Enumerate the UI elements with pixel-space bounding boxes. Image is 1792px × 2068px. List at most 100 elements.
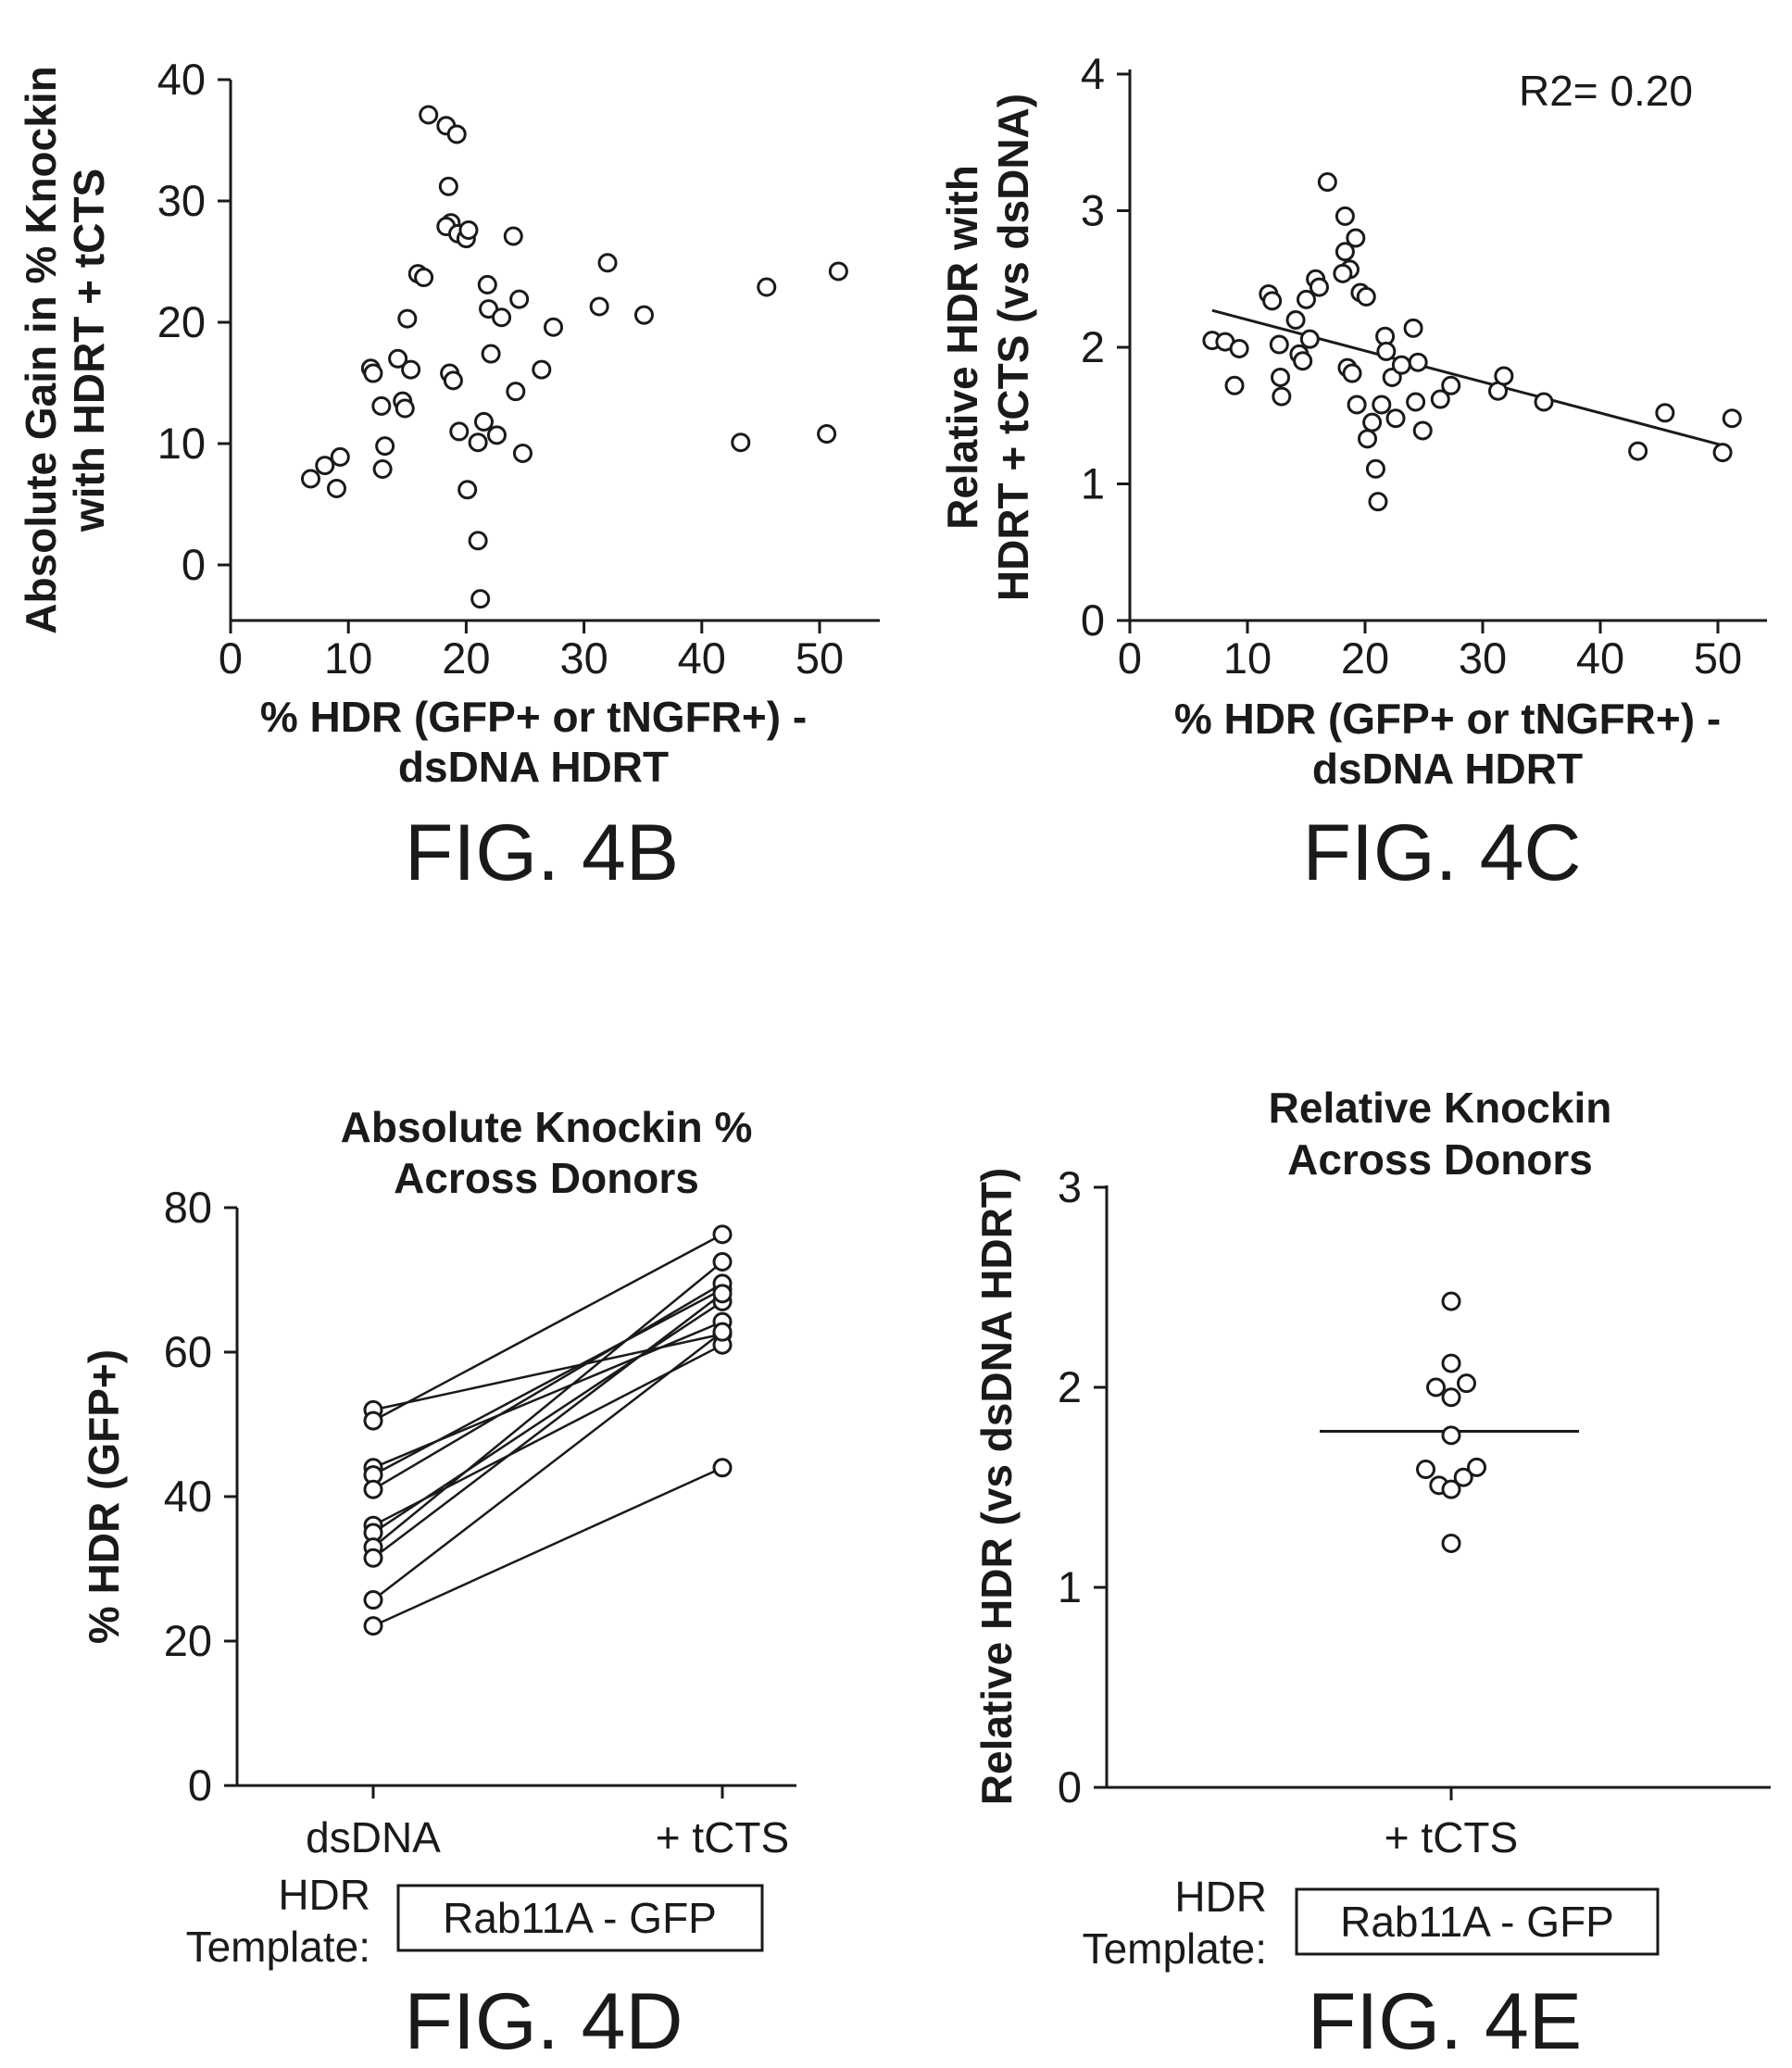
y-tick-label-4d: 60	[164, 1327, 212, 1376]
data-point-4b	[414, 268, 434, 288]
data-point-4c	[1372, 395, 1392, 415]
data-point-4c	[1385, 408, 1406, 429]
donor-lines-4d	[372, 1233, 723, 1627]
points-4d	[363, 1224, 733, 1636]
data-point-4c	[1333, 263, 1353, 283]
data-point-4d-tcts	[712, 1224, 733, 1245]
y-tick-label-4c: 3	[1081, 186, 1105, 235]
data-point-4d-tcts	[712, 1284, 733, 1304]
data-point-4b	[828, 261, 848, 282]
ticks-4e: 0 1 2 3	[1058, 1162, 1453, 1811]
data-point-4e	[1441, 1291, 1461, 1311]
data-point-4c	[1406, 392, 1426, 412]
y-axis-label-4b-line1: Absolute Gain in % Knockin	[17, 66, 65, 633]
y-tick-label-4c: 4	[1081, 49, 1105, 98]
data-point-4b	[300, 469, 320, 489]
data-point-4b	[446, 124, 467, 144]
data-point-4c	[1346, 228, 1366, 248]
data-point-4e	[1441, 1425, 1461, 1446]
data-point-4c	[1412, 420, 1433, 441]
data-point-4b	[633, 305, 654, 325]
chart-fig-4e: Relative Knockin Across Donors 0 1 2 3 Rela…	[972, 1084, 1771, 2066]
data-point-4b	[492, 307, 512, 328]
points-4c	[1202, 172, 1742, 512]
data-point-4c	[1403, 318, 1423, 338]
data-point-4c	[1272, 386, 1292, 407]
hdr-template-label-4d-line1: HDR	[278, 1871, 370, 1919]
x-tick-label-4c: 50	[1694, 633, 1742, 683]
regression-line-4c	[1211, 308, 1724, 447]
x-tick-label-4b: 20	[442, 633, 490, 683]
y-tick-label-4d: 20	[164, 1616, 212, 1665]
data-point-4b	[503, 226, 523, 246]
data-point-4c	[1285, 310, 1306, 330]
template-box-label-4e: Rab11A - GFP	[1340, 1898, 1614, 1946]
data-point-4b	[470, 589, 491, 609]
chart-title-4d-line2: Across Donors	[394, 1154, 699, 1202]
data-point-4c	[1229, 338, 1249, 358]
data-point-4c	[1297, 289, 1316, 309]
figure-label-4e: FIG. 4E	[1308, 1977, 1582, 2066]
data-point-4b	[326, 478, 346, 498]
hdr-template-label-4e-line1: HDR	[1174, 1873, 1267, 1921]
donor-line-4d	[372, 1233, 723, 1423]
ticks-4b: 0 10 20 30 40 50 0 10 20 30 40	[157, 55, 844, 683]
data-point-4c	[1347, 395, 1367, 415]
data-point-4b	[486, 425, 507, 445]
x-tick-label-4b: 0	[219, 633, 243, 683]
data-point-4d-dsdna	[363, 1479, 383, 1499]
x-category-label-4e-tcts: + tCTS	[1385, 1813, 1518, 1861]
figure-label-4d: FIG. 4D	[404, 1977, 683, 2066]
data-point-4e	[1441, 1533, 1461, 1553]
data-point-4d-tcts	[712, 1252, 733, 1272]
data-point-4b	[438, 176, 458, 196]
data-point-4b	[315, 456, 335, 476]
chart-title-4e-line2: Across Donors	[1287, 1135, 1593, 1184]
y-axis-label-4c-line2: HDRT + tCTS (vs dsDNA)	[989, 94, 1037, 601]
y-tick-label-4e: 3	[1058, 1162, 1082, 1211]
data-point-4c	[1408, 352, 1428, 372]
data-point-4c	[1628, 441, 1648, 461]
x-axis-label-4c-line1: % HDR (GFP+ or tNGFR+) -	[1174, 695, 1721, 743]
x-tick-label-4c: 30	[1459, 633, 1507, 683]
data-point-4c	[1342, 363, 1362, 383]
data-point-4c	[1494, 366, 1514, 386]
chart-title-4e-line1: Relative Knockin	[1269, 1084, 1612, 1132]
data-point-4b	[458, 219, 479, 240]
data-point-4c	[1317, 172, 1337, 193]
y-tick-label-4d: 80	[164, 1183, 212, 1232]
data-point-4c	[1335, 242, 1355, 262]
data-point-4e	[1441, 1479, 1461, 1499]
donor-line-4d	[372, 1331, 723, 1601]
data-point-4c	[1293, 351, 1313, 371]
y-tick-label-4b: 40	[157, 55, 206, 104]
data-point-4b	[757, 277, 777, 297]
data-point-4d-tcts	[712, 1458, 733, 1478]
donor-line-4d	[372, 1292, 723, 1560]
data-point-4e	[1441, 1353, 1461, 1373]
data-point-4b	[395, 398, 415, 419]
data-point-4c	[1358, 429, 1378, 449]
data-point-4c	[1309, 277, 1329, 297]
chart-fig-4b: 0 10 20 30 40 50 0 10 20 30 40 Absolute Gain in % …	[17, 55, 880, 897]
data-point-4b	[457, 480, 478, 500]
data-point-4b	[544, 317, 564, 337]
data-point-4b	[468, 531, 488, 551]
data-point-4b	[512, 443, 533, 463]
data-point-4c	[1362, 412, 1383, 432]
data-point-4e	[1457, 1373, 1476, 1394]
y-tick-label-4b: 0	[182, 540, 206, 589]
x-tick-label-4b: 50	[796, 633, 844, 683]
data-point-4b	[597, 253, 618, 273]
x-tick-label-4c: 20	[1341, 633, 1389, 683]
x-category-label-4d-tcts: + tCTS	[656, 1813, 789, 1861]
points-4e	[1416, 1291, 1486, 1553]
x-axis-label-4b-line1: % HDR (GFP+ or tNGFR+) -	[260, 693, 807, 741]
data-point-4b	[443, 370, 463, 391]
y-tick-label-4e: 1	[1058, 1562, 1082, 1611]
data-point-4c	[1262, 291, 1283, 311]
data-point-4b	[481, 344, 501, 364]
data-point-4c	[1299, 329, 1320, 349]
template-box-label-4d: Rab11A - GFP	[443, 1894, 717, 1942]
data-point-4b	[731, 432, 751, 453]
